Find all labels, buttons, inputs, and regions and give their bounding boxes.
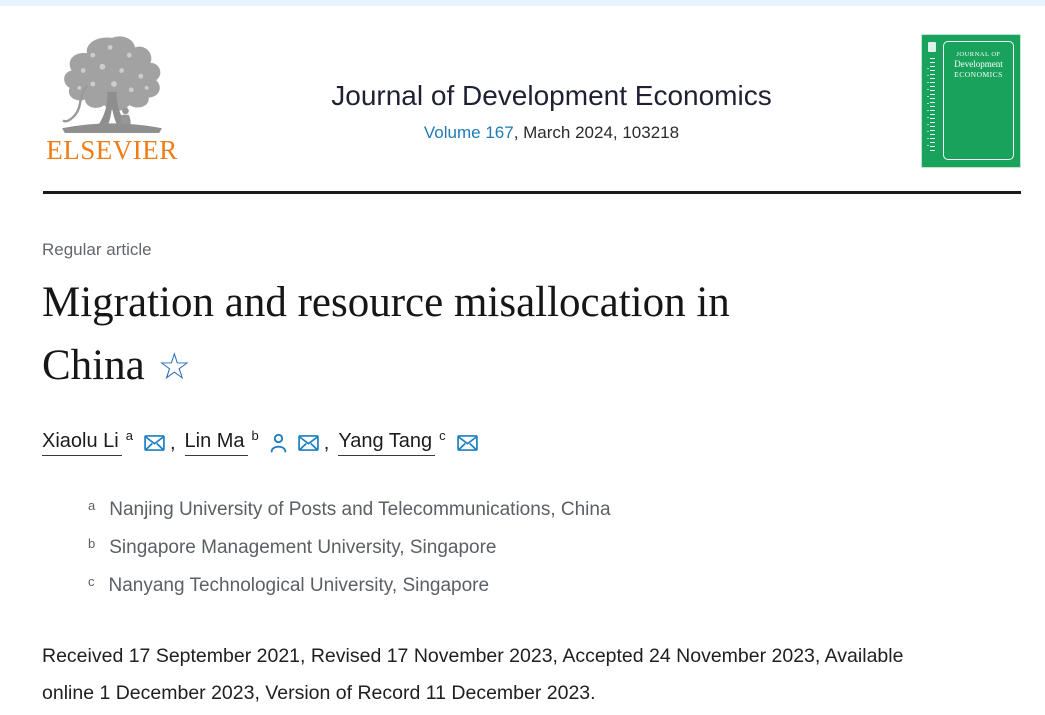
affiliation-item: a Nanjing University of Posts and Telecom…	[88, 498, 995, 521]
authors-row: Xiaolu Li a , Lin Ma b , Yang Tang c	[42, 427, 995, 457]
affiliation-sup: c	[88, 574, 95, 590]
cover-title-frame: JOURNAL OF Development ECONOMICS	[943, 41, 1014, 160]
author-affiliation-sup: a	[125, 427, 133, 443]
journal-banner: ELSEVIER Journal of Development Economic…	[0, 6, 1045, 168]
article-title-line2: China	[42, 342, 145, 390]
cover-mini-logo	[928, 42, 936, 52]
article-footnote-star-icon[interactable]: ☆	[157, 347, 191, 389]
issue-info: , March 2024, 103218	[513, 123, 680, 142]
volume-link[interactable]: Volume 167	[423, 123, 514, 142]
volume-issue-line: Volume 167, March 2024, 103218	[182, 123, 921, 143]
affiliation-text: Singapore Management University, Singapo…	[109, 537, 497, 559]
top-banner-strip	[0, 0, 1045, 6]
header-divider	[43, 191, 1021, 194]
author-link[interactable]: Lin Ma	[184, 430, 248, 457]
author-separator: ,	[169, 431, 176, 454]
author-link[interactable]: Yang Tang	[338, 430, 436, 457]
affiliation-text: Nanjing University of Posts and Telecomm…	[109, 499, 611, 521]
journal-title-link[interactable]: Journal of Development Economics	[331, 80, 772, 111]
journal-cover-thumbnail[interactable]: JOURNAL OF Development ECONOMICS	[921, 34, 1021, 168]
envelope-icon[interactable]	[144, 435, 165, 452]
article-title-line1: Migration and resource misallocation in	[42, 279, 730, 326]
elsevier-wordmark: ELSEVIER	[46, 135, 178, 165]
cover-title-line2: Development	[954, 59, 1003, 70]
article-type-label: Regular article	[42, 240, 152, 259]
journal-banner-center: Journal of Development Economics Volume …	[182, 30, 921, 143]
person-icon[interactable]	[270, 433, 287, 453]
affiliation-text: Nanyang Technological University, Singap…	[108, 575, 490, 597]
cover-title-line1: JOURNAL OF	[956, 51, 1001, 58]
affiliation-sup: a	[88, 498, 96, 514]
article-title: Migration and resource misallocation in …	[42, 271, 972, 397]
author-link[interactable]: Xiaolu Li	[42, 430, 122, 457]
cover-title-line3: ECONOMICS	[954, 70, 1003, 80]
elsevier-logo[interactable]: ELSEVIER	[42, 34, 182, 166]
author-separator: ,	[323, 431, 330, 454]
author-affiliation-sup: c	[439, 427, 446, 443]
affiliation-item: c Nanyang Technological University, Singa…	[88, 574, 995, 597]
cover-spine-text	[927, 58, 935, 154]
envelope-icon[interactable]	[298, 435, 319, 452]
elsevier-tree-icon	[62, 36, 162, 134]
author-affiliation-sup: b	[251, 427, 259, 443]
affiliation-sup: b	[88, 536, 96, 552]
envelope-icon[interactable]	[456, 435, 478, 452]
affiliations-list: a Nanjing University of Posts and Telecom…	[42, 498, 995, 597]
article-dates: Received 17 September 2021, Revised 17 N…	[42, 645, 904, 705]
article-header: Regular article Migration and resource m…	[0, 240, 1045, 713]
affiliation-item: b Singapore Management University, Singap…	[88, 536, 995, 559]
